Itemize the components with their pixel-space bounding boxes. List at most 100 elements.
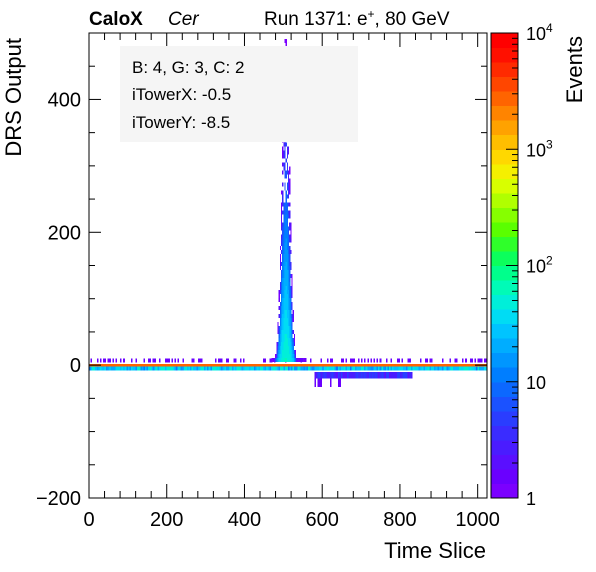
color-scale-swatch: [491, 396, 518, 412]
color-scale-swatch: [491, 76, 518, 92]
heatmap-cell: [282, 150, 284, 155]
heatmap-cell: [291, 294, 293, 299]
heatmap-cell: [112, 358, 114, 363]
heatmap-cell: [434, 366, 436, 371]
heatmap-cell: [291, 357, 293, 362]
heatmap-cell: [177, 366, 180, 371]
heatmap-cell: [284, 202, 286, 207]
heatmap-cell: [219, 366, 222, 371]
heatmap-cell: [279, 286, 282, 291]
heatmap-cell: [364, 358, 366, 363]
heatmap-cell: [288, 278, 290, 283]
heatmap-cell: [282, 266, 284, 271]
heatmap-cell: [317, 371, 320, 379]
heatmap-cell: [285, 42, 287, 47]
heatmap-cell: [120, 366, 122, 371]
heatmap-cell: [286, 250, 288, 255]
heatmap-cell: [288, 210, 290, 215]
heatmap-cell: [284, 234, 286, 239]
heatmap-cell: [406, 371, 408, 379]
heatmap-cell: [286, 242, 288, 247]
heatmap-cell: [286, 353, 288, 358]
heatmap-cell: [290, 313, 292, 318]
heatmap-cell: [286, 262, 288, 267]
heatmap-cell: [340, 358, 343, 363]
heatmap-cell: [284, 182, 286, 187]
heatmap-cell: [347, 371, 349, 379]
heatmap-cell: [288, 250, 290, 255]
heatmap-cell: [286, 206, 288, 211]
heatmap-cell: [289, 246, 291, 251]
heatmap-cell: [342, 358, 344, 363]
heatmap-cell: [282, 182, 284, 187]
heatmap-cell: [279, 290, 282, 295]
heatmap-cell: [288, 190, 290, 195]
heatmap-cell: [284, 174, 286, 179]
heatmap-cell: [465, 366, 467, 371]
heatmap-cell: [281, 298, 283, 303]
heatmap-cell: [282, 194, 284, 199]
heatmap-cell: [285, 234, 287, 239]
heatmap-cell: [320, 378, 323, 388]
heatmap-cell: [244, 366, 247, 371]
heatmap-cell: [409, 366, 411, 371]
heatmap-cell: [326, 371, 329, 379]
heatmap-cell: [381, 366, 383, 371]
heatmap-cell: [290, 306, 292, 311]
heatmap-cell: [285, 170, 287, 175]
heatmap-cell: [279, 349, 282, 354]
heatmap-cell: [367, 358, 369, 363]
heatmap-cell: [279, 313, 282, 318]
heatmap-cell: [350, 358, 352, 363]
heatmap-cell: [480, 358, 483, 363]
heatmap-cell: [281, 357, 283, 362]
heatmap-cell: [277, 325, 279, 330]
heatmap-cell: [283, 353, 285, 358]
heatmap-cell: [279, 325, 282, 330]
z-tick-label: 102: [526, 254, 553, 277]
heatmap-cell: [315, 366, 318, 371]
heatmap-cell: [286, 333, 288, 338]
heatmap-cell: [286, 366, 288, 371]
heatmap-cell: [290, 329, 292, 334]
heatmap-cell: [326, 366, 329, 371]
heatmap-cell: [289, 357, 291, 362]
heatmap-cell: [322, 366, 324, 371]
heatmap-cell: [197, 358, 200, 363]
heatmap-cell: [134, 366, 136, 371]
heatmap-cell: [107, 366, 110, 371]
heatmap-cell: [135, 366, 138, 371]
heatmap-cell: [375, 366, 377, 371]
heatmap-cell: [283, 317, 285, 322]
heatmap-cell: [285, 158, 287, 163]
heatmap-cell: [284, 242, 286, 247]
heatmap-cell: [283, 238, 285, 243]
heatmap-cell: [106, 366, 108, 371]
heatmap-cell: [285, 142, 287, 147]
heatmap-cell: [149, 358, 152, 363]
heatmap-cell: [284, 258, 286, 263]
heatmap-cell: [90, 366, 93, 371]
heatmap-cell: [407, 358, 410, 363]
heatmap-cell: [283, 294, 285, 299]
color-scale-swatch: [491, 120, 518, 136]
heatmap-cell: [289, 250, 291, 255]
z-tick-label: 104: [526, 21, 553, 44]
heatmap-cell: [281, 321, 283, 326]
heatmap-cell: [290, 222, 292, 227]
heatmap-cell: [399, 366, 402, 371]
heatmap-cell: [165, 366, 167, 371]
heatmap-cell: [232, 366, 234, 371]
heatmap-cell: [279, 302, 282, 307]
heatmap-cell: [320, 366, 323, 371]
heatmap-cell: [285, 337, 287, 342]
y-tick-label: 200: [48, 222, 81, 244]
heatmap-cell: [283, 278, 285, 283]
heatmap-cell: [473, 366, 475, 371]
heatmap-cell: [288, 246, 290, 251]
heatmap-cell: [286, 194, 288, 199]
heatmap-cell: [390, 366, 393, 371]
heatmap-cell: [278, 329, 280, 334]
heatmap-cell: [288, 366, 290, 371]
